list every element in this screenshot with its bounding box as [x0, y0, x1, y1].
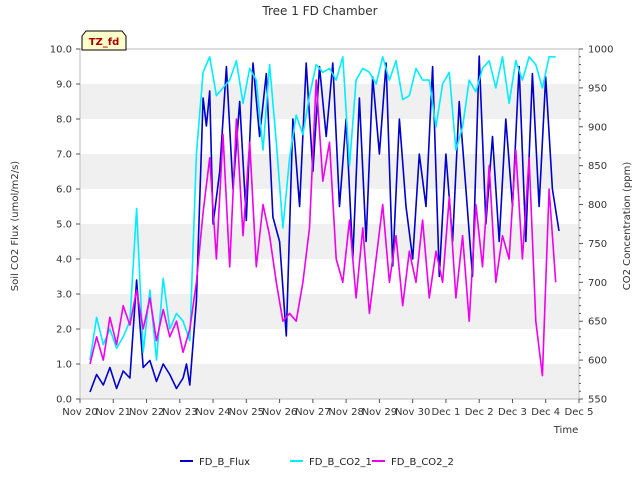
- y-tick-label: 0.0: [56, 395, 72, 406]
- series-line-fd-b-flux: [89, 55, 560, 393]
- y2-tick-label: 650: [588, 317, 607, 328]
- y2-tick-label: 700: [588, 278, 607, 289]
- x-tick-label: Nov 22: [129, 407, 164, 418]
- y2-tick-label: 600: [588, 356, 607, 367]
- y2-axis-title: CO2 Concentration (ppm): [622, 162, 633, 291]
- x-tick-label: Dec 4: [531, 407, 560, 418]
- x-tick-label: Nov 21: [96, 407, 131, 418]
- x-tick-label: Nov 28: [328, 407, 363, 418]
- y2-tick-label: 950: [588, 83, 607, 94]
- y-tick-label: 6.0: [56, 185, 72, 196]
- series-line-fd-b-co2-2: [89, 79, 557, 377]
- y-axis-right: 550 600 650 700 750 800 850 900 950 1000: [579, 45, 613, 406]
- grid-band: [80, 259, 579, 294]
- grid-band: [80, 224, 579, 259]
- x-axis-title: Time: [553, 425, 578, 436]
- x-tick-label: Nov 23: [162, 407, 197, 418]
- x-tick-label: Nov 25: [229, 407, 264, 418]
- grid-band: [80, 364, 579, 399]
- y-axis-title: Soil CO2 Flux (umol/m2/s): [10, 161, 21, 291]
- y-tick-label: 8.0: [56, 115, 72, 126]
- tz-badge-label: TZ_fd: [89, 37, 120, 48]
- legend: FD_B_Flux FD_B_CO2_1 FD_B_CO2_2: [180, 457, 454, 468]
- x-tick-label: Nov 30: [395, 407, 430, 418]
- y-tick-label: 9.0: [56, 80, 72, 91]
- x-tick-label: Nov 29: [362, 407, 397, 418]
- y2-tick-label: 800: [588, 200, 607, 211]
- x-tick-label: Dec 3: [498, 407, 527, 418]
- x-tick-label: Dec 5: [565, 407, 594, 418]
- x-tick-label: Dec 2: [465, 407, 494, 418]
- x-tick-label: Nov 24: [195, 407, 230, 418]
- y-tick-label: 5.0: [56, 220, 72, 231]
- tz-badge: TZ_fd: [81, 30, 127, 51]
- y2-tick-label: 750: [588, 239, 607, 250]
- legend-label: FD_B_CO2_1: [309, 457, 372, 468]
- y2-tick-label: 900: [588, 122, 607, 133]
- x-tick-label: Nov 27: [295, 407, 330, 418]
- legend-label: FD_B_Flux: [199, 457, 250, 468]
- x-tick-label: Nov 26: [262, 407, 297, 418]
- grid-band: [80, 294, 579, 329]
- grid-band: [80, 189, 579, 224]
- series-line-fd-b-co2-1: [89, 55, 556, 361]
- x-tick-label: Dec 1: [431, 407, 460, 418]
- legend-label: FD_B_CO2_2: [391, 457, 454, 468]
- grid-band: [80, 49, 579, 84]
- series-layer: [89, 55, 560, 393]
- y-axis-left: 0.0 1.0 2.0 3.0 4.0 5.0 6.0 7.0 8.0 9.0 10.0: [50, 45, 80, 406]
- y-tick-label: 1.0: [56, 360, 72, 371]
- y-tick-label: 7.0: [56, 150, 72, 161]
- y2-tick-label: 550: [588, 395, 607, 406]
- y-tick-label: 4.0: [56, 255, 72, 266]
- y-tick-label: 3.0: [56, 290, 72, 301]
- x-tick-label: Nov 20: [62, 407, 97, 418]
- y-tick-label: 10.0: [50, 45, 72, 56]
- y-tick-label: 2.0: [56, 325, 72, 336]
- y2-tick-label: 850: [588, 161, 607, 172]
- chart-title: Tree 1 FD Chamber: [261, 4, 377, 18]
- grid-band: [80, 329, 579, 364]
- y2-tick-label: 1000: [588, 45, 613, 56]
